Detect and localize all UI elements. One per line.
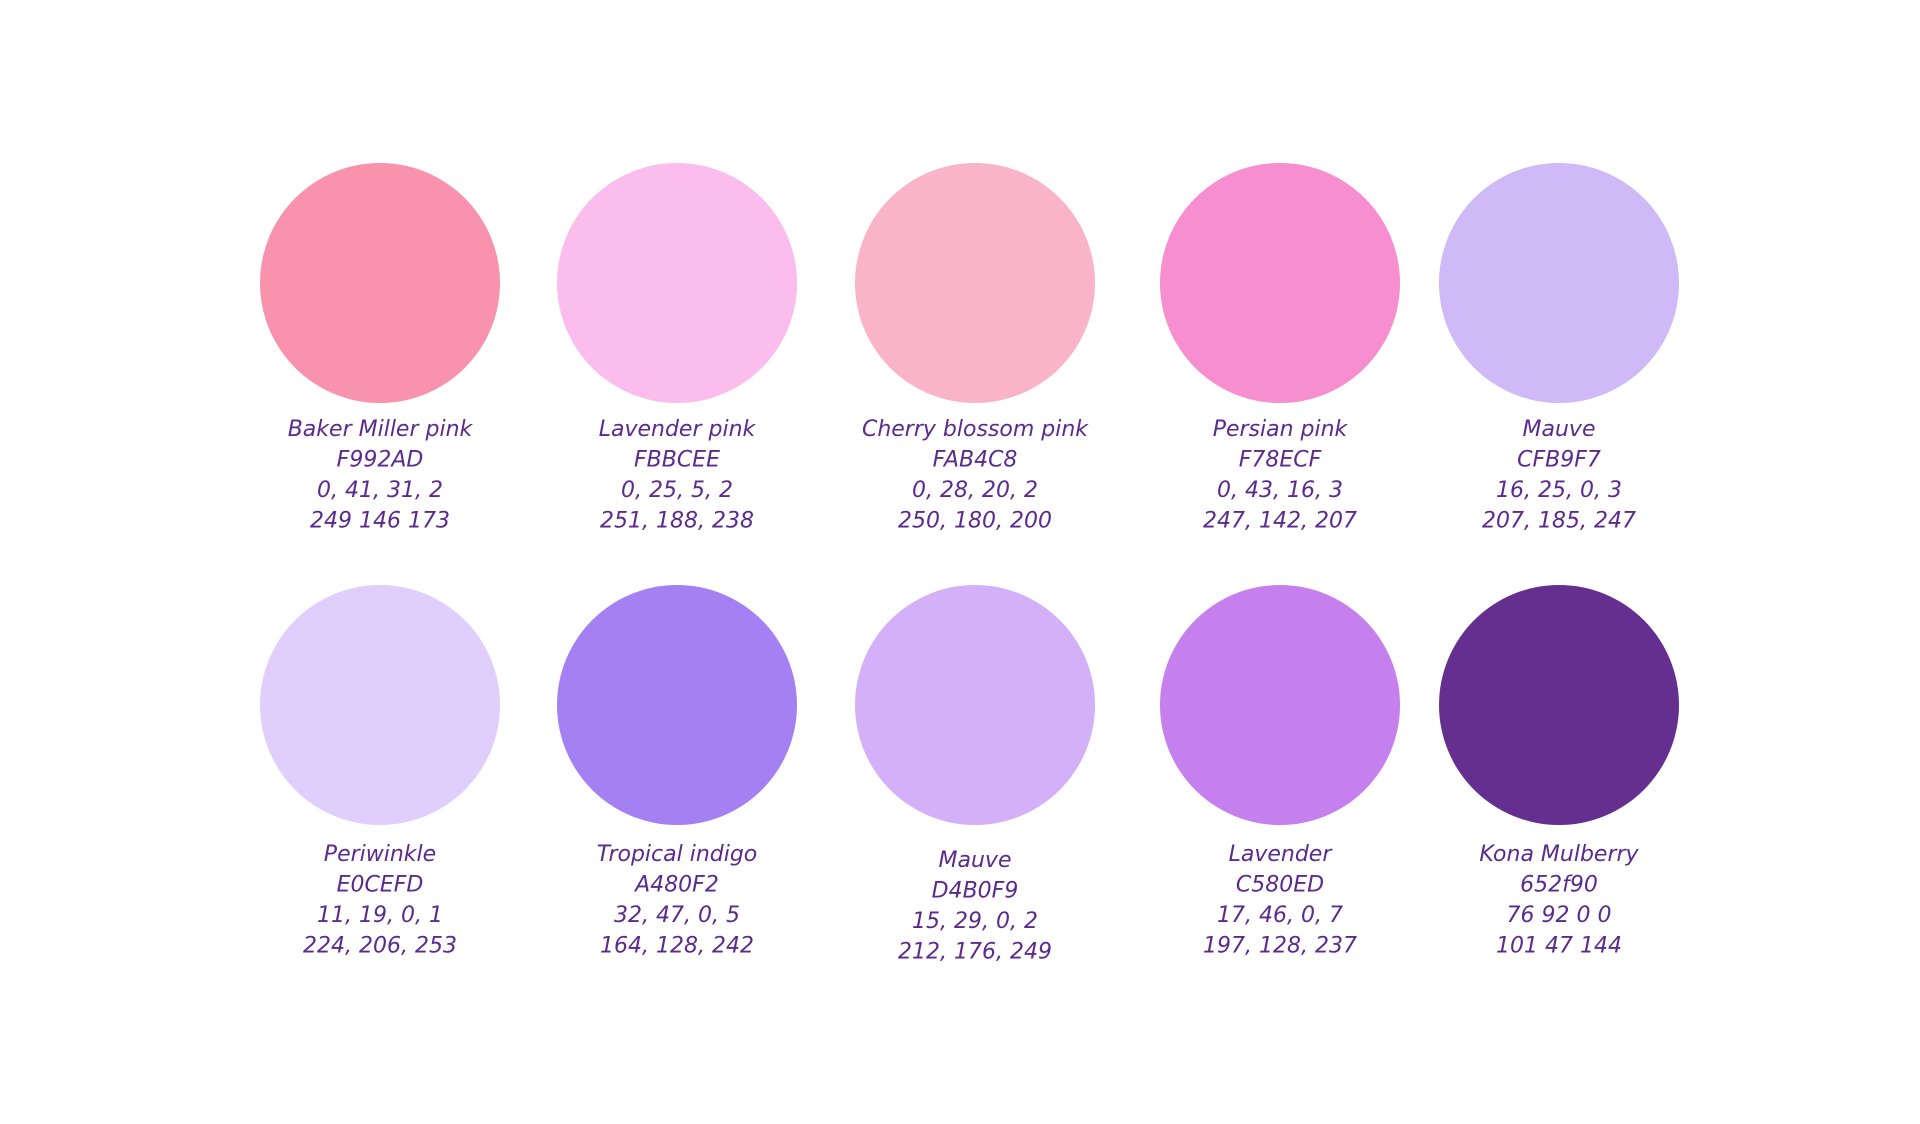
swatch-cmyk: 15, 29, 0, 2 [912,909,1038,934]
color-swatch [1160,163,1400,403]
color-swatch [260,585,500,825]
swatch-rgb: 212, 176, 249 [898,940,1052,965]
swatch-rgb: 251, 188, 238 [600,509,754,534]
swatch-hex: FBBCEE [634,448,720,473]
swatch-rgb: 224, 206, 253 [303,934,457,959]
swatch-cmyk: 32, 47, 0, 5 [614,903,740,928]
color-swatch [260,163,500,403]
swatch-rgb: 250, 180, 200 [898,509,1052,534]
color-swatch [855,585,1095,825]
swatch-name: Mauve [939,848,1012,873]
color-swatch [1439,163,1679,403]
swatch-hex: CFB9F7 [1517,448,1601,473]
swatch-cmyk: 0, 28, 20, 2 [912,478,1038,503]
swatch-name: Cherry blossom pink [862,417,1089,442]
swatch-hex: D4B0F9 [932,879,1019,904]
color-swatch [1439,585,1679,825]
swatch-cmyk: 0, 25, 5, 2 [621,478,733,503]
swatch-hex: FAB4C8 [933,448,1018,473]
swatch-rgb: 101 47 144 [1496,934,1622,959]
swatch-name: Baker Miller pink [288,417,474,442]
swatch-rgb: 207, 185, 247 [1482,509,1636,534]
color-swatch [557,585,797,825]
swatch-hex: A480F2 [633,873,719,898]
swatch-cmyk: 0, 43, 16, 3 [1217,478,1343,503]
swatch-name: Periwinkle [324,842,436,867]
color-swatch [855,163,1095,403]
swatch-cmyk: 16, 25, 0, 3 [1496,478,1622,503]
swatch-name: Tropical indigo [597,842,758,867]
swatch-hex: C580ED [1236,873,1324,898]
swatch-name: Mauve [1523,417,1596,442]
swatch-rgb: 247, 142, 207 [1203,509,1357,534]
swatch-rgb: 249 146 173 [310,509,450,534]
color-swatch [557,163,797,403]
swatch-cmyk: 17, 46, 0, 7 [1217,903,1343,928]
swatch-name: Kona Mulberry [1479,842,1639,867]
swatch-name: Lavender pink [599,417,757,442]
swatch-rgb: 164, 128, 242 [600,934,754,959]
swatch-name: Lavender [1229,842,1334,867]
swatch-cmyk: 76 92 0 0 [1507,903,1612,928]
swatch-cmyk: 0, 41, 31, 2 [317,478,443,503]
swatch-hex: F992AD [337,448,424,473]
swatch-name: Persian pink [1213,417,1349,442]
swatch-hex: 652f90 [1520,873,1598,898]
swatch-cmyk: 11, 19, 0, 1 [317,903,443,928]
swatch-rgb: 197, 128, 237 [1203,934,1357,959]
swatch-hex: F78ECF [1239,448,1322,473]
color-swatch [1160,585,1400,825]
swatch-hex: E0CEFD [337,873,424,898]
